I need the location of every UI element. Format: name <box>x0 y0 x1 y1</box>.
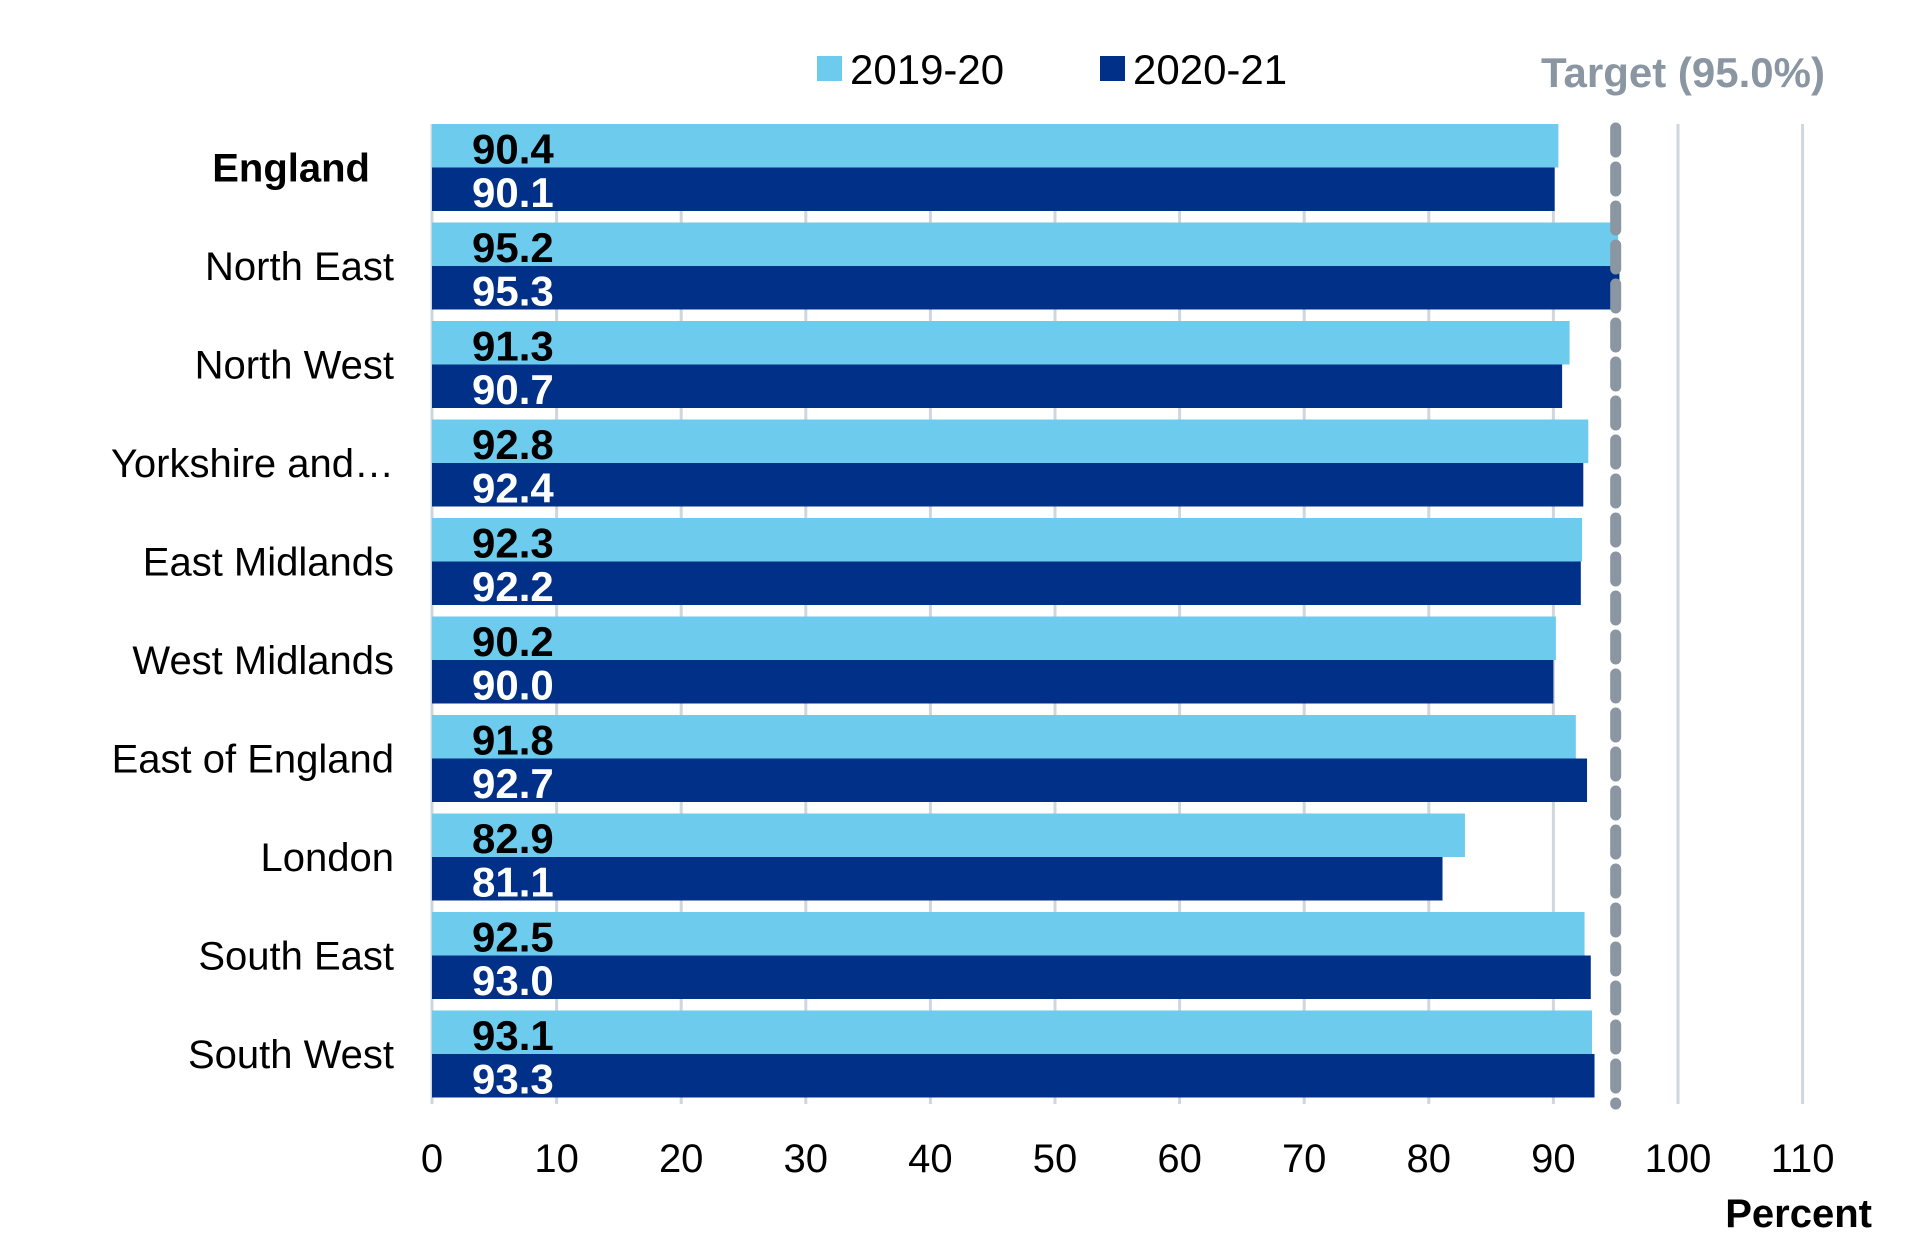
category-label: Yorkshire and… <box>111 442 394 486</box>
bars: 90.490.1 95.295.3 91.390.7 92.892.4 92.392.2… <box>432 124 1620 1103</box>
bar-2019-20-East Midlands <box>432 518 1583 562</box>
bar-2019-20-Yorkshire and… <box>432 419 1589 463</box>
x-tick-label: 0 <box>421 1137 443 1181</box>
bar-2019-20-South East <box>432 912 1585 956</box>
data-label-2019-20-East Midlands: 92.3 <box>472 520 554 567</box>
data-label-2019-20-West Midlands: 90.2 <box>472 618 554 665</box>
data-label-2020-21-London: 81.1 <box>472 859 554 906</box>
x-tick-label: 50 <box>1033 1137 1078 1181</box>
bar-2020-21-East Midlands <box>432 561 1581 605</box>
bar-2020-21-West Midlands <box>432 660 1554 704</box>
category-label: South West <box>188 1033 394 1077</box>
data-label-2020-21-South West: 93.3 <box>472 1056 554 1103</box>
data-label-2019-20-Yorkshire and…: 92.8 <box>472 421 554 468</box>
data-label-2020-21-North East: 95.3 <box>472 268 554 315</box>
category-label: South East <box>198 935 394 979</box>
category-label: England <box>212 147 370 191</box>
target-label: Target (95.0%) <box>1541 49 1825 96</box>
category-label: West Midlands <box>132 639 394 683</box>
legend-label-2020-21: 2020-21 <box>1133 46 1287 93</box>
bar-2019-20-North East <box>432 222 1619 266</box>
bar-2019-20-London <box>432 813 1465 857</box>
x-tick-label: 60 <box>1157 1137 1202 1181</box>
data-label-2019-20-South West: 93.1 <box>472 1012 554 1059</box>
data-label-2019-20-England: 90.4 <box>472 126 554 173</box>
x-tick-label: 30 <box>784 1137 829 1181</box>
bar-2019-20-South West <box>432 1010 1593 1054</box>
bar-2019-20-West Midlands <box>432 616 1556 660</box>
data-label-2020-21-East Midlands: 92.2 <box>472 563 554 610</box>
data-label-2020-21-Yorkshire and…: 92.4 <box>472 465 554 512</box>
x-tick-label: 70 <box>1282 1137 1327 1181</box>
x-tick-label: 110 <box>1771 1137 1835 1181</box>
x-tick-label: 40 <box>908 1137 953 1181</box>
bar-2019-20-North West <box>432 321 1570 365</box>
category-label: East of England <box>112 738 394 782</box>
x-tick-label: 100 <box>1645 1137 1712 1181</box>
bar-2020-21-South East <box>432 955 1591 999</box>
category-label: East Midlands <box>143 541 394 585</box>
data-label-2019-20-East of England: 91.8 <box>472 717 554 764</box>
x-tick-label: 90 <box>1531 1137 1576 1181</box>
bar-2020-21-South West <box>432 1054 1595 1098</box>
x-tick-label: 80 <box>1407 1137 1452 1181</box>
bar-2020-21-England <box>432 167 1555 211</box>
data-label-2019-20-North West: 91.3 <box>472 323 554 370</box>
x-tick-label: 20 <box>659 1137 704 1181</box>
bar-2020-21-Yorkshire and… <box>432 463 1584 507</box>
category-label: North West <box>195 344 394 388</box>
bar-2019-20-England <box>432 124 1559 168</box>
x-tick-label: 10 <box>534 1137 579 1181</box>
data-label-2020-21-England: 90.1 <box>472 169 554 216</box>
category-label: North East <box>205 245 394 289</box>
x-tick-labels: 0 10 20 30 40 50 60 70 80 90 100 110 <box>421 1137 1835 1181</box>
bar-2020-21-East of England <box>432 758 1588 802</box>
legend-swatch-2019-20 <box>817 56 842 81</box>
data-label-2019-20-South East: 92.5 <box>472 914 554 961</box>
data-label-2019-20-London: 82.9 <box>472 815 554 862</box>
legend-swatch-2020-21 <box>1100 56 1125 81</box>
category-label: London <box>261 836 394 880</box>
bar-2020-21-North East <box>432 266 1620 310</box>
data-label-2019-20-North East: 95.2 <box>472 224 554 271</box>
bar-2020-21-London <box>432 857 1443 901</box>
bar-2019-20-East of England <box>432 715 1576 759</box>
data-label-2020-21-East of England: 92.7 <box>472 760 554 807</box>
bar-2020-21-North West <box>432 364 1563 408</box>
data-label-2020-21-West Midlands: 90.0 <box>472 662 554 709</box>
data-label-2020-21-South East: 93.0 <box>472 957 554 1004</box>
data-label-2020-21-North West: 90.7 <box>472 366 554 413</box>
x-axis-title: Percent <box>1725 1192 1872 1236</box>
legend-label-2019-20: 2019-20 <box>850 46 1004 93</box>
category-labels: England North East North West Yorkshire and… <box>111 147 394 1078</box>
legend: 2019-20 2020-21 <box>817 46 1287 93</box>
